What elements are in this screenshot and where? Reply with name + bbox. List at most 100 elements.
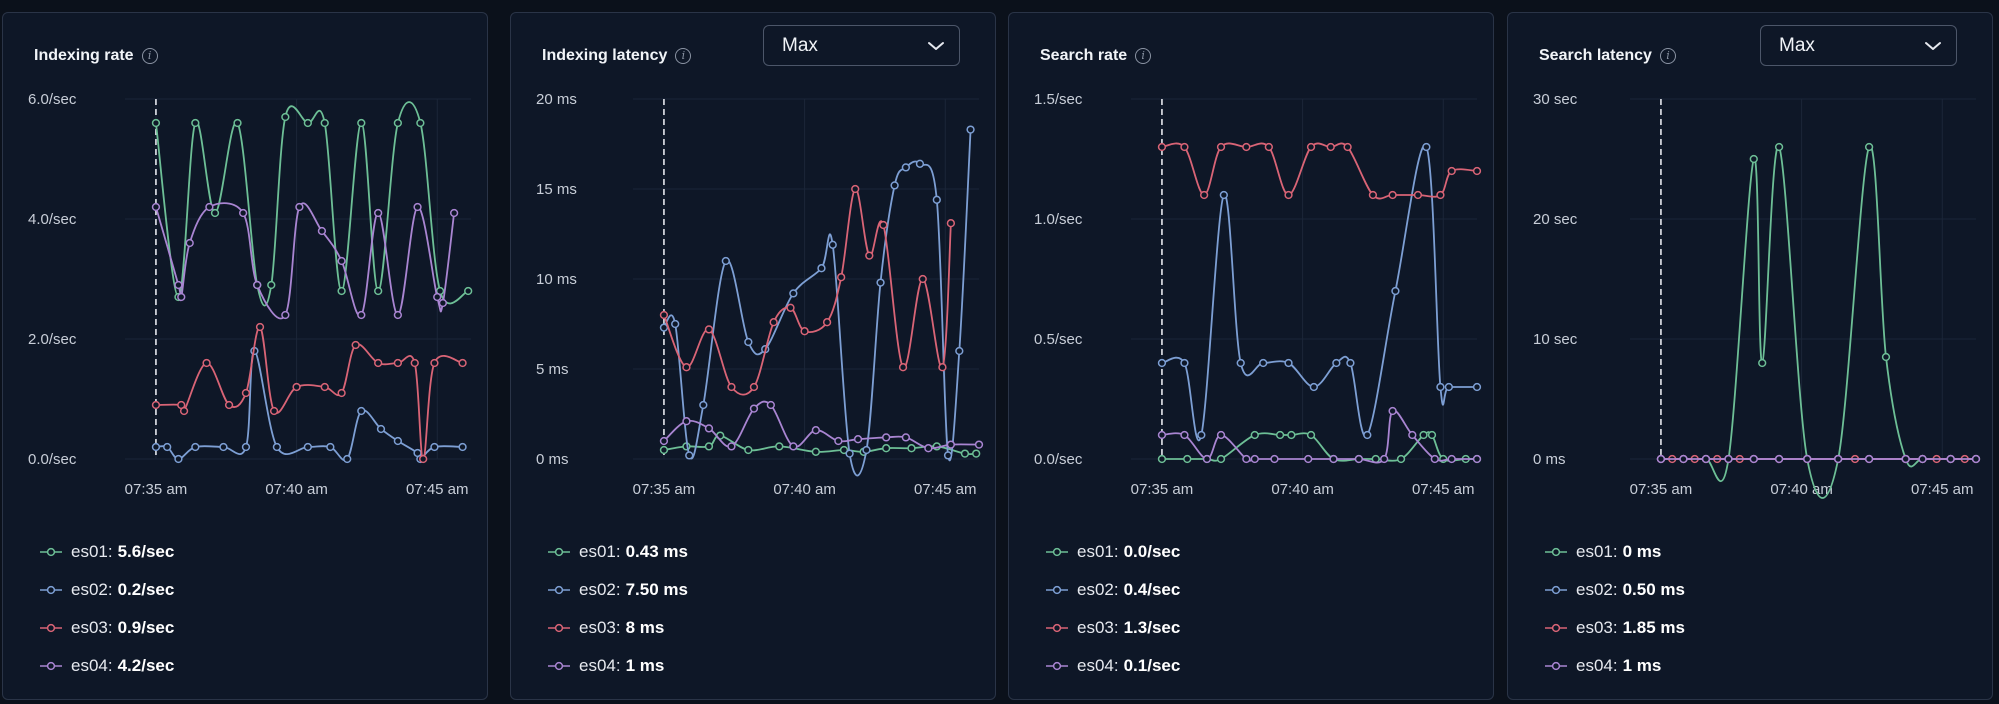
data-point-es04[interactable]	[1430, 454, 1439, 464]
legend-item-es03[interactable]: es03: 8 ms	[547, 609, 688, 647]
data-point-es04[interactable]	[1749, 454, 1758, 464]
data-point-es01[interactable]	[1881, 352, 1891, 362]
data-point-es02[interactable]	[671, 319, 680, 329]
data-point-es03[interactable]	[837, 273, 846, 282]
data-point-es03[interactable]	[727, 382, 736, 392]
data-point-es03[interactable]	[704, 325, 714, 334]
info-icon[interactable]: i	[1135, 48, 1152, 64]
data-point-es03[interactable]	[1472, 166, 1482, 176]
data-point-es02[interactable]	[966, 125, 975, 134]
data-point-es04[interactable]	[433, 292, 442, 302]
data-point-es04[interactable]	[151, 202, 161, 212]
data-point-es03[interactable]	[374, 358, 383, 368]
data-point-es04[interactable]	[1656, 454, 1666, 464]
legend-item-es04[interactable]: es04: 0.1/sec	[1045, 647, 1180, 685]
data-point-es04[interactable]	[946, 440, 956, 449]
data-point-es04[interactable]	[1447, 454, 1456, 464]
data-point-es01[interactable]	[416, 118, 425, 128]
data-point-es01[interactable]	[744, 445, 753, 455]
data-point-es01[interactable]	[1157, 454, 1167, 464]
data-point-es04[interactable]	[1408, 430, 1417, 440]
data-point-es01[interactable]	[393, 118, 403, 128]
data-point-es04[interactable]	[766, 400, 775, 410]
data-point-es04[interactable]	[882, 433, 891, 442]
data-point-es03[interactable]	[938, 363, 947, 372]
data-point-es04[interactable]	[1834, 454, 1843, 464]
data-point-es04[interactable]	[281, 310, 290, 320]
legend-item-es02[interactable]: es02: 0.2/sec	[39, 571, 174, 609]
data-point-es02[interactable]	[191, 442, 200, 452]
data-point-es02[interactable]	[699, 400, 708, 410]
data-point-es04[interactable]	[682, 417, 691, 426]
data-point-es04[interactable]	[1216, 430, 1226, 440]
data-point-es01[interactable]	[1306, 430, 1316, 440]
data-point-es04[interactable]	[253, 280, 262, 290]
data-point-es03[interactable]	[1180, 142, 1189, 152]
data-point-es01[interactable]	[303, 118, 312, 128]
data-point-es04[interactable]	[727, 442, 736, 451]
data-point-es02[interactable]	[343, 454, 352, 464]
data-point-es01[interactable]	[151, 118, 161, 128]
data-point-es02[interactable]	[272, 442, 282, 452]
data-point-es02[interactable]	[1332, 358, 1341, 368]
data-point-es04[interactable]	[449, 208, 459, 218]
data-point-es03[interactable]	[179, 406, 189, 416]
data-point-es02[interactable]	[845, 449, 854, 458]
data-point-es01[interactable]	[1287, 430, 1296, 440]
data-point-es02[interactable]	[1157, 358, 1167, 368]
data-point-es02[interactable]	[357, 406, 366, 416]
data-point-es04[interactable]	[924, 444, 933, 453]
data-point-es02[interactable]	[458, 442, 467, 452]
data-point-es03[interactable]	[320, 382, 329, 392]
data-point-es02[interactable]	[828, 240, 837, 249]
data-point-es03[interactable]	[1413, 190, 1423, 200]
data-point-es01[interactable]	[1216, 454, 1226, 464]
data-point-es04[interactable]	[1388, 406, 1397, 416]
data-point-es02[interactable]	[393, 436, 403, 446]
data-point-es03[interactable]	[458, 358, 467, 368]
data-point-es03[interactable]	[898, 363, 908, 372]
data-point-es02[interactable]	[1236, 358, 1245, 368]
data-point-es01[interactable]	[267, 280, 276, 290]
data-point-es03[interactable]	[800, 327, 809, 336]
data-point-es02[interactable]	[862, 445, 871, 455]
data-point-es01[interactable]	[191, 118, 200, 128]
data-point-es04[interactable]	[295, 202, 304, 212]
data-point-es01[interactable]	[337, 286, 346, 296]
data-point-es02[interactable]	[151, 442, 161, 452]
data-point-es01[interactable]	[907, 444, 916, 453]
data-point-es03[interactable]	[269, 406, 279, 416]
data-point-es01[interactable]	[704, 442, 714, 451]
data-point-es04[interactable]	[238, 208, 248, 218]
data-point-es04[interactable]	[1329, 454, 1338, 464]
data-point-es04[interactable]	[1472, 454, 1482, 464]
data-point-es04[interactable]	[1701, 454, 1711, 464]
legend-item-es03[interactable]: es03: 1.3/sec	[1045, 609, 1180, 647]
data-point-es01[interactable]	[839, 445, 849, 455]
data-point-es01[interactable]	[1183, 454, 1192, 464]
data-point-es02[interactable]	[789, 289, 798, 298]
data-point-es02[interactable]	[1284, 358, 1293, 368]
data-point-es04[interactable]	[659, 436, 669, 446]
data-point-es04[interactable]	[1354, 454, 1364, 464]
data-point-es02[interactable]	[744, 337, 753, 347]
data-point-es03[interactable]	[822, 318, 832, 327]
data-point-es04[interactable]	[1864, 454, 1874, 464]
data-point-es04[interactable]	[974, 440, 984, 449]
data-point-es02[interactable]	[303, 442, 312, 452]
data-point-es04[interactable]	[811, 426, 820, 435]
data-point-es03[interactable]	[918, 274, 927, 284]
aggregation-select[interactable]: Max	[763, 25, 960, 66]
data-point-es01[interactable]	[357, 118, 366, 128]
data-point-es03[interactable]	[419, 454, 428, 464]
info-icon[interactable]: i	[141, 48, 158, 64]
data-point-es01[interactable]	[1864, 142, 1874, 152]
data-point-es02[interactable]	[932, 195, 941, 204]
data-point-es03[interactable]	[202, 358, 211, 368]
data-point-es03[interactable]	[946, 219, 956, 228]
data-point-es03[interactable]	[1368, 190, 1378, 200]
data-point-es03[interactable]	[1157, 142, 1167, 152]
data-point-es02[interactable]	[1472, 382, 1482, 392]
data-point-es02[interactable]	[430, 442, 439, 452]
data-point-es03[interactable]	[1447, 166, 1456, 176]
